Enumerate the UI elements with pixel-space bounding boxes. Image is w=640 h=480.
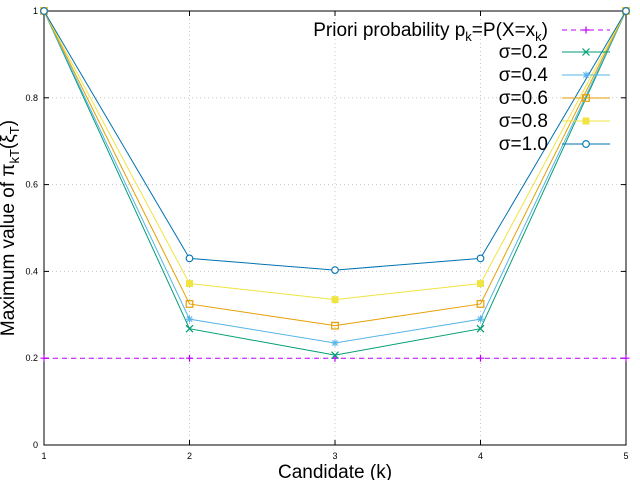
y-tick-label: 0.8 (25, 93, 38, 103)
legend-entry: σ=0.2 (499, 42, 610, 63)
data-point (185, 324, 194, 333)
legend-entry: σ=0.6 (499, 88, 610, 109)
legend-label: σ=0.4 (499, 65, 549, 86)
series--1.0 (40, 7, 630, 274)
data-point (476, 300, 485, 308)
data-point (622, 354, 630, 362)
y-tick-label: 1 (33, 6, 38, 16)
data-point (582, 71, 590, 79)
data-point (582, 94, 590, 102)
data-point (477, 315, 484, 323)
x-tick-label: 5 (623, 451, 628, 461)
series-group (40, 7, 630, 362)
series-line (43, 10, 627, 327)
x-tick-label: 3 (332, 451, 337, 461)
data-point (582, 140, 590, 148)
data-point (331, 266, 339, 274)
x-axis-label: Candidate (k) (278, 462, 392, 480)
legend-entry: σ=0.8 (499, 111, 610, 132)
legend-label: σ=0.2 (499, 42, 548, 63)
series-priori-probability-p-k-p-x-x-k- (40, 354, 630, 362)
data-point (331, 351, 339, 360)
data-point (331, 339, 339, 347)
data-point (476, 324, 485, 333)
legend-label: Priori probability pk=P(X=xk) (313, 20, 548, 44)
y-tick-label: 0 (33, 440, 38, 450)
legend-entry: Priori probability pk=P(X=xk) (313, 20, 610, 44)
y-tick-label: 0.6 (25, 180, 38, 190)
ticks: 1 2 3 4 5 0 0.2 0.4 0.6 0.8 1 (25, 6, 628, 461)
data-point (186, 315, 193, 323)
legend: Priori probability pk=P(X=xk)σ=0.2σ=0.4σ… (313, 20, 610, 155)
data-point (582, 26, 590, 34)
legend-entry: σ=1.0 (499, 134, 610, 155)
data-point (185, 300, 194, 308)
data-point (476, 254, 485, 263)
data-point (186, 280, 193, 288)
data-point (622, 7, 630, 15)
data-point (40, 7, 48, 15)
data-point (185, 254, 194, 263)
x-tick-label: 2 (187, 451, 192, 461)
x-tick-label: 4 (478, 451, 483, 461)
data-point (331, 321, 339, 330)
data-point (477, 354, 484, 362)
y-tick-label: 0.2 (25, 353, 38, 363)
legend-label: σ=0.6 (499, 88, 548, 109)
grid (44, 11, 626, 445)
legend-label: σ=1.0 (499, 134, 548, 155)
data-point (477, 280, 484, 288)
legend-label: σ=0.8 (499, 111, 548, 132)
data-point (582, 117, 590, 125)
y-tick-label: 0.4 (25, 266, 38, 276)
x-tick-label: 1 (41, 451, 46, 461)
data-point (186, 354, 193, 362)
data-point (40, 354, 48, 362)
data-point (582, 48, 590, 56)
legend-entry: σ=0.4 (499, 65, 610, 86)
y-axis-label: Maximum value of πkT(ξT) (0, 120, 22, 336)
data-point (331, 296, 339, 304)
